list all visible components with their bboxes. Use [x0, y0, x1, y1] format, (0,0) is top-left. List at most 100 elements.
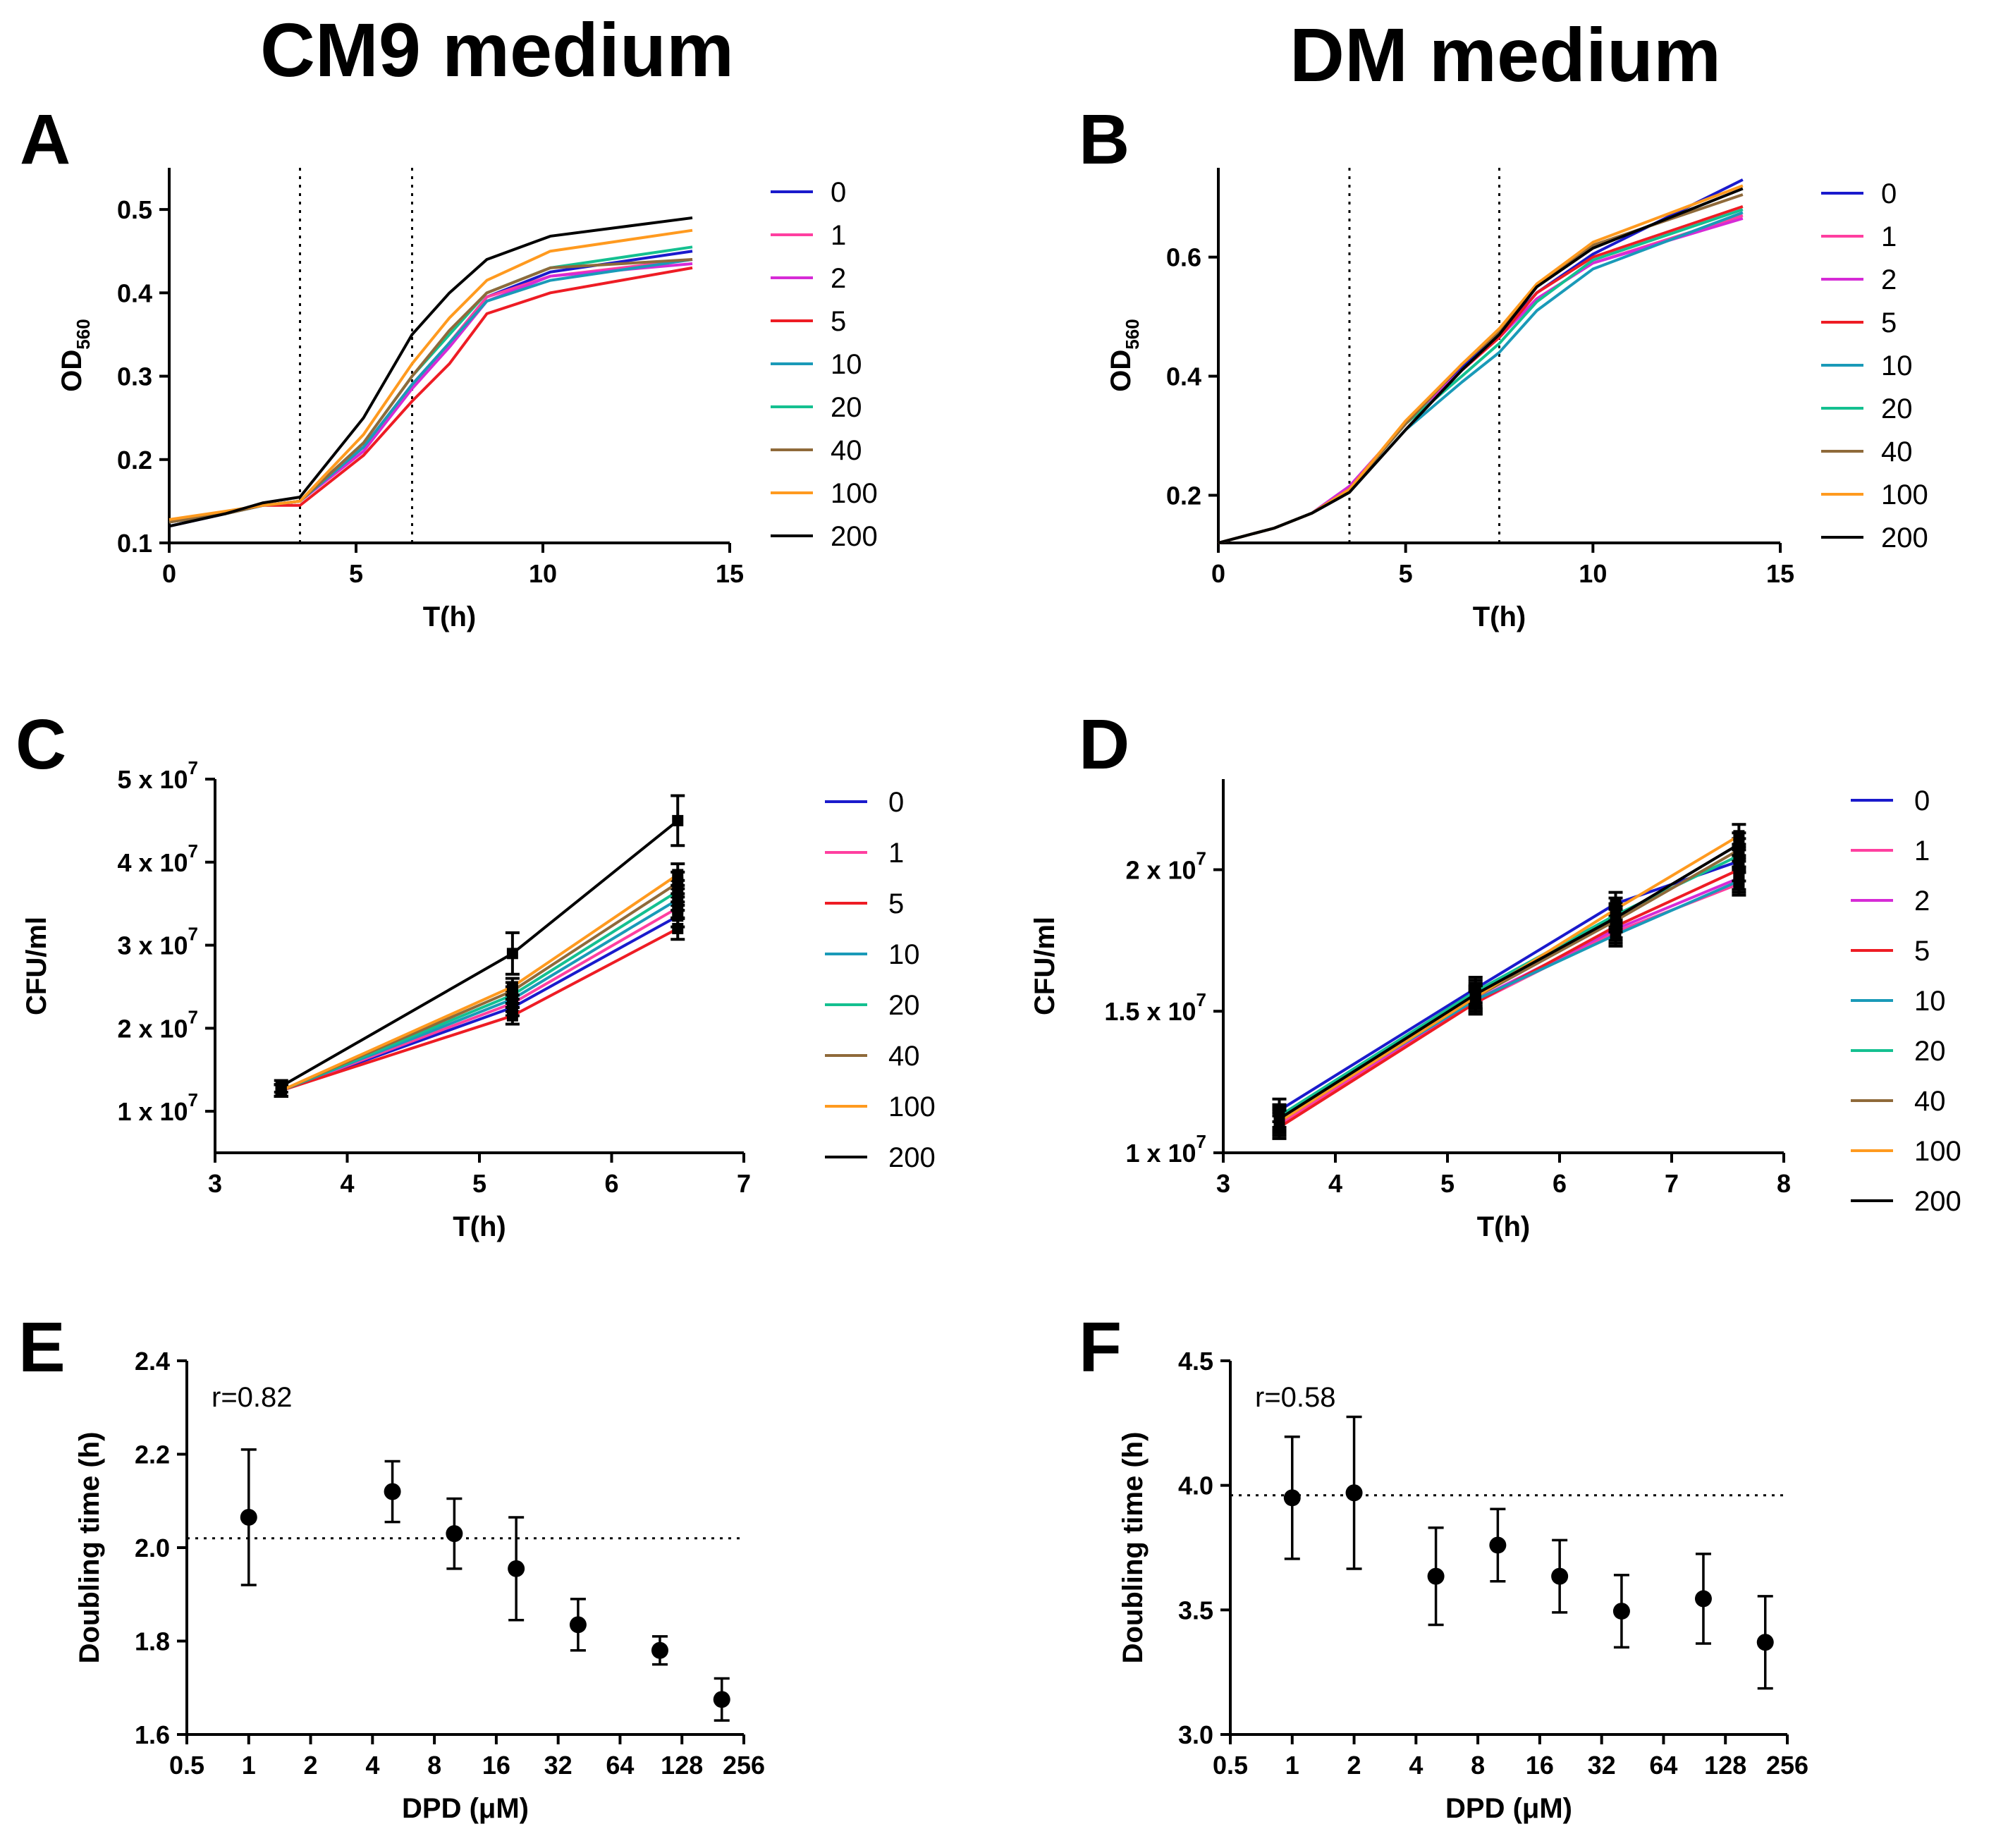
legend-label: 200	[1881, 522, 1928, 553]
x-tick-label: 7	[737, 1169, 751, 1198]
x-tick-label: 5	[472, 1169, 486, 1198]
series-line-200	[280, 819, 679, 1088]
x-tick-label: 2	[1347, 1751, 1361, 1780]
x-tick-label: 0.5	[1213, 1751, 1248, 1780]
column-title-cm9: CM9 medium	[260, 7, 734, 92]
panel-b: B 0 5 10 15 0.2 0.4 0.6 T(h) OD560 0 1 2 5 10 20 40 100 20…	[1079, 100, 1928, 632]
y-axis-title-subscript: 560	[73, 319, 94, 349]
y-tick-label: 0.2	[117, 446, 152, 475]
y-tick-label: 2.4	[135, 1347, 170, 1376]
data-point	[651, 1641, 668, 1659]
x-axis-title: DPD (μM)	[402, 1793, 529, 1824]
legend-label: 100	[831, 478, 878, 509]
y-axis-title-subscript: 560	[1122, 319, 1143, 349]
legend-label: 0	[888, 787, 904, 818]
correlation-annotation: r=0.58	[1255, 1382, 1336, 1413]
legend-label: 10	[1881, 350, 1913, 381]
series-line-100	[280, 873, 679, 1092]
y-tick-label: 2 x 107	[117, 1006, 198, 1043]
panel-a: A 0 5 10 15 0.1 0.2 0.3 0.4 0.5 T(h) OD560 0 1 2 5 10 20 4…	[20, 100, 878, 632]
y-tick-exponent: 7	[188, 840, 198, 862]
x-tick-label: 5	[1440, 1169, 1455, 1198]
panel-letter: F	[1079, 1308, 1122, 1387]
y-tick-mantissa: 2 x 10	[117, 1014, 188, 1043]
y-axis-title: CFU/ml	[1029, 917, 1060, 1015]
data-point	[1283, 1489, 1301, 1507]
x-axis-title: T(h)	[1477, 1211, 1531, 1242]
x-tick-label: 4	[1328, 1169, 1342, 1198]
y-tick-label: 4 x 107	[117, 840, 198, 877]
x-tick-label: 15	[1766, 559, 1794, 588]
y-tick-exponent: 7	[188, 1089, 198, 1110]
data-point	[1612, 1603, 1630, 1620]
x-tick-label: 0.5	[169, 1751, 204, 1780]
x-tick-label: 16	[482, 1751, 510, 1780]
data-point	[275, 1080, 287, 1092]
data-point	[1756, 1634, 1774, 1651]
y-tick-label: 4.0	[1178, 1471, 1213, 1500]
y-tick-mantissa: 1.5 x 10	[1104, 997, 1196, 1026]
panel-letter: A	[20, 100, 71, 179]
legend-label: 40	[888, 1041, 920, 1072]
series-line-200	[1278, 843, 1740, 1120]
legend-label: 2	[1914, 886, 1930, 917]
series-line-20	[1218, 208, 1744, 544]
data-point	[1610, 912, 1622, 924]
data-point	[508, 1560, 525, 1577]
y-axis-title: OD560	[1106, 319, 1143, 391]
y-tick-label: 2.2	[135, 1440, 170, 1469]
y-tick-label: 1.8	[135, 1627, 170, 1656]
y-tick-label: 1.6	[135, 1720, 170, 1749]
legend-label: 1	[831, 220, 846, 251]
data-point	[506, 1010, 518, 1022]
x-tick-label: 3	[208, 1169, 222, 1198]
legend-label: 100	[888, 1091, 936, 1122]
series-line-20	[169, 245, 693, 524]
legend-label: 10	[831, 349, 862, 380]
data-point	[1551, 1567, 1569, 1585]
series-line-200	[1218, 187, 1744, 544]
panel-letter: B	[1079, 100, 1129, 179]
y-tick-label: 0.4	[117, 279, 152, 307]
legend-label: 0	[1914, 785, 1930, 816]
series-line-0	[169, 250, 693, 528]
x-tick-label: 4	[1409, 1751, 1423, 1780]
x-axis-title: T(h)	[1473, 601, 1526, 632]
data-point	[569, 1616, 587, 1634]
x-tick-label: 2	[304, 1751, 318, 1780]
legend-label: 10	[888, 939, 920, 970]
x-tick-label: 32	[544, 1751, 573, 1780]
y-tick-mantissa: 3 x 10	[117, 931, 188, 960]
data-point	[1469, 989, 1481, 1001]
legend-label: 5	[1881, 307, 1897, 338]
data-point	[1733, 838, 1745, 850]
y-tick-label: 2 x 107	[1125, 847, 1206, 884]
x-tick-label: 10	[529, 559, 557, 588]
y-axis-title: CFU/ml	[21, 917, 52, 1015]
y-tick-label: 4.5	[1178, 1347, 1213, 1376]
x-tick-label: 1	[242, 1751, 256, 1780]
series-line-2	[1218, 216, 1744, 544]
panel-letter: E	[18, 1308, 66, 1387]
data-point	[1489, 1536, 1507, 1554]
series-line-100	[1278, 834, 1740, 1123]
correlation-annotation: r=0.82	[212, 1382, 293, 1413]
x-tick-label: 15	[716, 559, 744, 588]
series-line-10	[1218, 211, 1744, 544]
y-tick-mantissa: 5 x 10	[117, 765, 188, 794]
y-tick-exponent: 7	[1196, 1131, 1206, 1152]
series-line-5	[1218, 204, 1744, 544]
y-tick-label: 0.1	[117, 529, 152, 558]
y-axis-title: Doubling time (h)	[1118, 1432, 1149, 1664]
x-tick-label: 0	[162, 559, 176, 588]
y-tick-label: 1 x 107	[117, 1089, 198, 1126]
y-tick-label: 5 x 107	[117, 757, 198, 794]
legend-label: 20	[831, 392, 862, 423]
legend-label: 20	[1914, 1036, 1946, 1067]
x-tick-label: 5	[349, 559, 363, 588]
y-tick-label: 0.2	[1166, 481, 1201, 510]
x-tick-label: 256	[1766, 1751, 1808, 1780]
y-tick-exponent: 7	[188, 924, 198, 945]
data-point	[506, 981, 518, 993]
series-line-1	[1278, 882, 1740, 1126]
